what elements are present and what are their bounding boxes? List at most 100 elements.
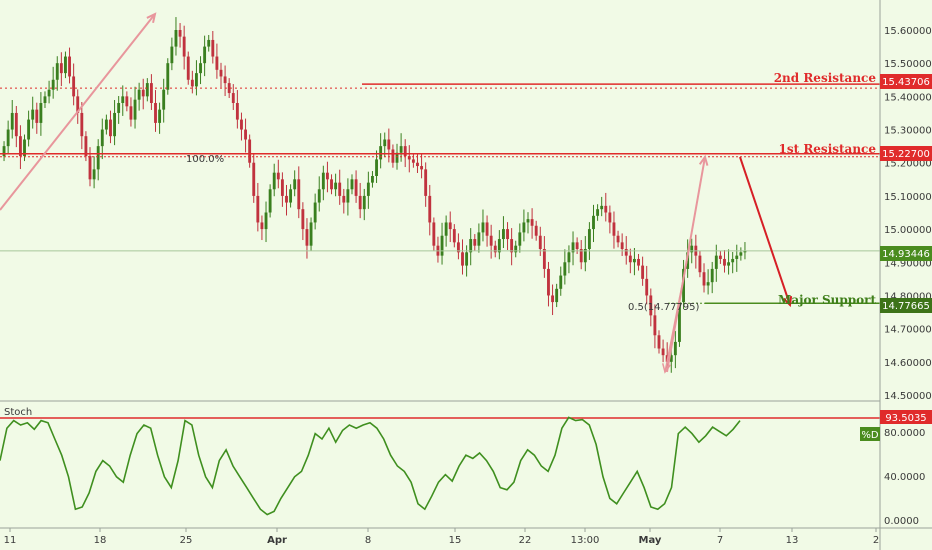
- candle-body: [137, 89, 141, 100]
- candle-body: [383, 139, 387, 147]
- stoch-title: Stoch: [4, 407, 32, 418]
- candle-body: [199, 63, 202, 74]
- candle-body: [186, 56, 190, 80]
- candle-body: [706, 282, 710, 286]
- candle-body: [448, 222, 452, 230]
- candle-body: [27, 119, 31, 140]
- candle-body: [714, 255, 718, 269]
- candle-body: [641, 265, 645, 279]
- candle-body: [727, 262, 731, 266]
- candle-body: [264, 212, 268, 230]
- candle-body: [125, 96, 129, 107]
- price-tick-label: 15.50000: [884, 59, 932, 70]
- candle-body: [293, 179, 297, 190]
- candle-body: [227, 83, 231, 94]
- candle-body: [616, 235, 620, 243]
- candle-body: [624, 249, 628, 256]
- candle-body: [174, 30, 178, 47]
- candle-body: [215, 56, 219, 70]
- candle-body: [280, 179, 284, 196]
- stoch-tick-label: 40.0000: [884, 472, 925, 483]
- candle-body: [55, 63, 59, 80]
- candle-body: [133, 99, 137, 120]
- candle-body: [309, 222, 313, 246]
- rebound-down-arrow: [664, 244, 691, 373]
- svg-text:14.77665: 14.77665: [882, 301, 930, 312]
- candle-body: [285, 195, 288, 203]
- price-tick-label: 15.30000: [884, 126, 932, 137]
- candle-body: [444, 222, 448, 236]
- current-price-tag: 14.93446: [880, 246, 932, 261]
- candle-body: [432, 222, 436, 246]
- candle-body: [113, 112, 117, 137]
- candle-body: [84, 136, 88, 157]
- candle-body: [39, 103, 43, 123]
- candle-body: [6, 129, 10, 147]
- candle-body: [403, 146, 407, 157]
- candle-body: [366, 182, 370, 196]
- price-tick-label: 15.00000: [884, 225, 932, 236]
- stoch-series-badge: %D: [860, 427, 880, 441]
- candle-body: [608, 212, 612, 223]
- uptrend-arrow-head: [146, 12, 157, 24]
- candle-body: [481, 222, 485, 233]
- svg-text:15.43706: 15.43706: [882, 77, 930, 88]
- candle-body: [51, 79, 55, 90]
- candle-body: [465, 252, 469, 266]
- candle-body: [583, 249, 587, 263]
- resistance-1-tag: 15.22700: [880, 146, 932, 161]
- candle-body: [256, 195, 260, 223]
- stoch-tick-label: 0.0000: [884, 516, 919, 527]
- candle-body: [31, 109, 35, 120]
- candle-body: [129, 106, 133, 120]
- candle-body: [428, 195, 432, 223]
- candle-body: [473, 239, 477, 246]
- time-tick-label: 7: [717, 535, 723, 546]
- price-axis[interactable]: 15.60000 15.50000 15.40000 15.30000 15.20000…: [884, 26, 932, 402]
- candle-body: [43, 96, 47, 103]
- candle-body: [542, 249, 546, 269]
- candle-body: [645, 278, 649, 296]
- level-lines: [0, 83, 880, 304]
- candle-body: [350, 179, 354, 190]
- price-tick-label: 15.10000: [884, 192, 932, 203]
- time-tick-label: 22: [519, 535, 532, 546]
- price-tick-label: 14.90000: [884, 258, 932, 269]
- projection-arrows: [0, 12, 793, 374]
- candle-body: [555, 288, 559, 303]
- time-axis[interactable]: 11 18 25 Apr 8 15 22 13:00 May 7 13 2: [4, 528, 880, 546]
- stoch-axis[interactable]: 80.0000 40.0000 0.0000: [884, 428, 925, 527]
- uptrend-arrow: [0, 13, 156, 211]
- stoch-tick-label: 80.0000: [884, 428, 925, 439]
- candle-body: [72, 76, 76, 97]
- price-tick-label: 15.40000: [884, 92, 932, 103]
- candle-body: [223, 76, 227, 84]
- candle-body: [420, 166, 424, 170]
- candle-body: [325, 172, 329, 180]
- candle-body: [23, 139, 26, 157]
- candle-body: [723, 258, 726, 266]
- candle-body: [268, 189, 272, 213]
- candle-body: [117, 103, 121, 113]
- candle-body: [534, 225, 538, 236]
- candle-body: [149, 83, 153, 103]
- candle-body: [526, 219, 530, 223]
- candle-body: [109, 119, 112, 137]
- candle-body: [80, 112, 84, 137]
- candle-body: [411, 159, 415, 163]
- candle-body: [88, 156, 92, 180]
- candle-body: [587, 229, 591, 249]
- candle-body: [252, 162, 256, 196]
- candle-body: [661, 348, 665, 356]
- rebound-down-arrow-head: [661, 363, 672, 374]
- candle-body: [100, 129, 104, 147]
- candle-body: [632, 258, 636, 263]
- candle-body: [731, 258, 735, 263]
- candle-body: [559, 275, 563, 289]
- candle-body: [321, 172, 325, 190]
- stoch-overbought-tag: 93.5035: [880, 410, 932, 424]
- candle-body: [502, 229, 505, 240]
- candle-body: [600, 205, 604, 210]
- candle-body: [698, 255, 702, 273]
- candle-body: [547, 268, 550, 296]
